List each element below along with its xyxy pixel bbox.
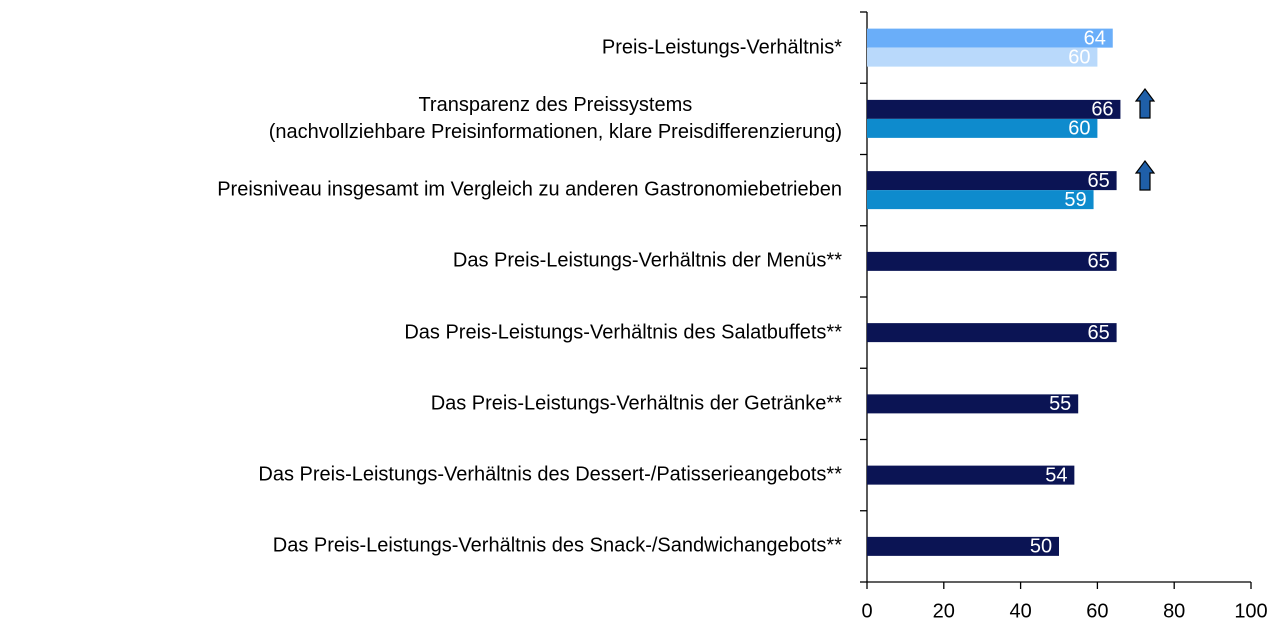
value-label: 59 xyxy=(1064,189,1086,211)
value-label: 54 xyxy=(1045,464,1067,486)
bar xyxy=(867,171,1117,191)
value-label: 65 xyxy=(1087,170,1109,192)
value-label: 64 xyxy=(1084,27,1106,49)
trend-arrow xyxy=(1134,160,1156,191)
trend-arrow xyxy=(1134,88,1156,119)
category-label: Das Preis-Leistungs-Verhältnis des Snack… xyxy=(272,534,842,557)
category-label: Das Preis-Leistungs-Verhältnis der Geträ… xyxy=(430,392,842,415)
x-tick-label: 80 xyxy=(1163,600,1185,622)
bar xyxy=(867,99,1121,119)
value-label: 65 xyxy=(1087,251,1109,273)
value-label: 55 xyxy=(1049,393,1071,415)
value-label: 60 xyxy=(1068,118,1090,140)
bar xyxy=(867,251,1117,271)
x-tick-label: 40 xyxy=(1009,600,1031,622)
bar xyxy=(867,536,1059,556)
bar xyxy=(867,323,1117,343)
value-label: 60 xyxy=(1068,46,1090,68)
bar xyxy=(867,190,1094,210)
value-label: 50 xyxy=(1030,536,1052,558)
bar xyxy=(867,465,1075,485)
x-tick-label: 60 xyxy=(1086,600,1108,622)
x-tick-label: 100 xyxy=(1234,600,1267,622)
bar xyxy=(867,28,1113,48)
value-label: 66 xyxy=(1091,99,1113,121)
bar xyxy=(867,394,1079,414)
value-label: 65 xyxy=(1087,322,1109,344)
category-label: Das Preis-Leistungs-Verhältnis der Menüs… xyxy=(452,249,842,272)
bar xyxy=(867,118,1098,138)
category-label: Preisniveau insgesamt im Vergleich zu an… xyxy=(217,178,842,201)
x-tick-label: 20 xyxy=(933,600,955,622)
category-label: Transparenz des Preissystems (nachvollzi… xyxy=(268,93,842,143)
category-label: Das Preis-Leistungs-Verhältnis des Desse… xyxy=(258,463,842,486)
category-label: Das Preis-Leistungs-Verhältnis des Salat… xyxy=(404,321,842,344)
x-tick-label: 0 xyxy=(861,600,872,622)
category-label: Preis-Leistungs-Verhältnis* xyxy=(601,36,842,59)
bar xyxy=(867,47,1098,67)
